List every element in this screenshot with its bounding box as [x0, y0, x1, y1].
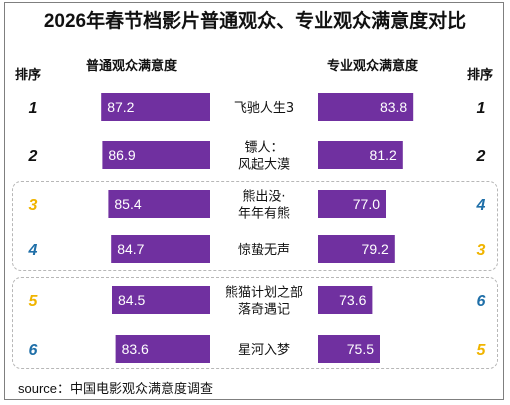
rank-left-label: 2	[28, 148, 38, 165]
general-value-label: 86.9	[108, 147, 135, 163]
film-name-label: 星河入梦	[238, 343, 290, 358]
general-value-label: 83.6	[122, 341, 149, 357]
general-value-label: 84.5	[118, 292, 145, 308]
general-value-label: 84.7	[117, 241, 144, 257]
general-bar	[102, 141, 210, 169]
professional-value-label: 83.8	[380, 99, 407, 115]
rank-right-header: 排序	[467, 67, 494, 82]
film-name-label: 惊蛰无声	[238, 243, 290, 258]
professional-bar	[318, 190, 386, 218]
professional-value-label: 79.2	[362, 241, 389, 257]
professional-bar	[318, 335, 380, 363]
professional-value-label: 77.0	[353, 196, 380, 212]
film-name-label: 风起大漠	[238, 158, 290, 173]
professional-bar	[318, 286, 373, 314]
rank-right-label: 3	[477, 242, 486, 259]
rank-right-label: 4	[476, 197, 486, 214]
rank-right-label: 1	[477, 100, 486, 117]
rank-left-label: 4	[28, 242, 38, 259]
general-bar	[115, 335, 210, 363]
rank-right-label: 2	[476, 148, 486, 165]
general-audience-header: 普通观众满意度	[86, 58, 178, 73]
professional-audience-header: 专业观众满意度	[327, 58, 419, 73]
group-box-3-4	[12, 181, 498, 271]
professional-bar	[318, 235, 395, 263]
rank-left-label: 5	[29, 293, 39, 310]
film-name-label: 落奇遇记	[238, 302, 290, 318]
film-name-label: 年年有熊	[238, 206, 290, 222]
professional-value-label: 81.2	[370, 147, 397, 163]
rank-left-label: 3	[29, 197, 38, 214]
professional-bar	[318, 141, 403, 169]
rank-right-label: 5	[477, 342, 487, 359]
source-note: source：中国电影观众满意度调查	[18, 381, 214, 396]
professional-value-label: 73.6	[339, 292, 366, 308]
general-bar	[101, 93, 210, 121]
chart-frame	[4, 2, 504, 400]
general-bar	[112, 286, 210, 314]
professional-bar	[318, 93, 414, 121]
general-value-label: 85.4	[114, 196, 141, 212]
rank-left-label: 1	[29, 100, 38, 117]
general-bar	[108, 190, 210, 218]
general-bar	[111, 235, 210, 263]
film-name-label: 熊猫计划之部	[225, 285, 303, 301]
film-name-label: 镖人：	[244, 140, 283, 156]
group-box-5-6	[12, 277, 498, 369]
chart-title: 2026年春节档影片普通观众、专业观众满意度对比	[43, 11, 467, 32]
rank-left-header: 排序	[15, 67, 42, 82]
film-name-label: 飞驰人生3	[234, 101, 294, 116]
film-name-label: 熊出没·	[242, 189, 285, 205]
rank-right-label: 6	[477, 293, 486, 310]
professional-value-label: 75.5	[347, 341, 374, 357]
rank-left-label: 6	[29, 342, 38, 359]
general-value-label: 87.2	[107, 99, 134, 115]
